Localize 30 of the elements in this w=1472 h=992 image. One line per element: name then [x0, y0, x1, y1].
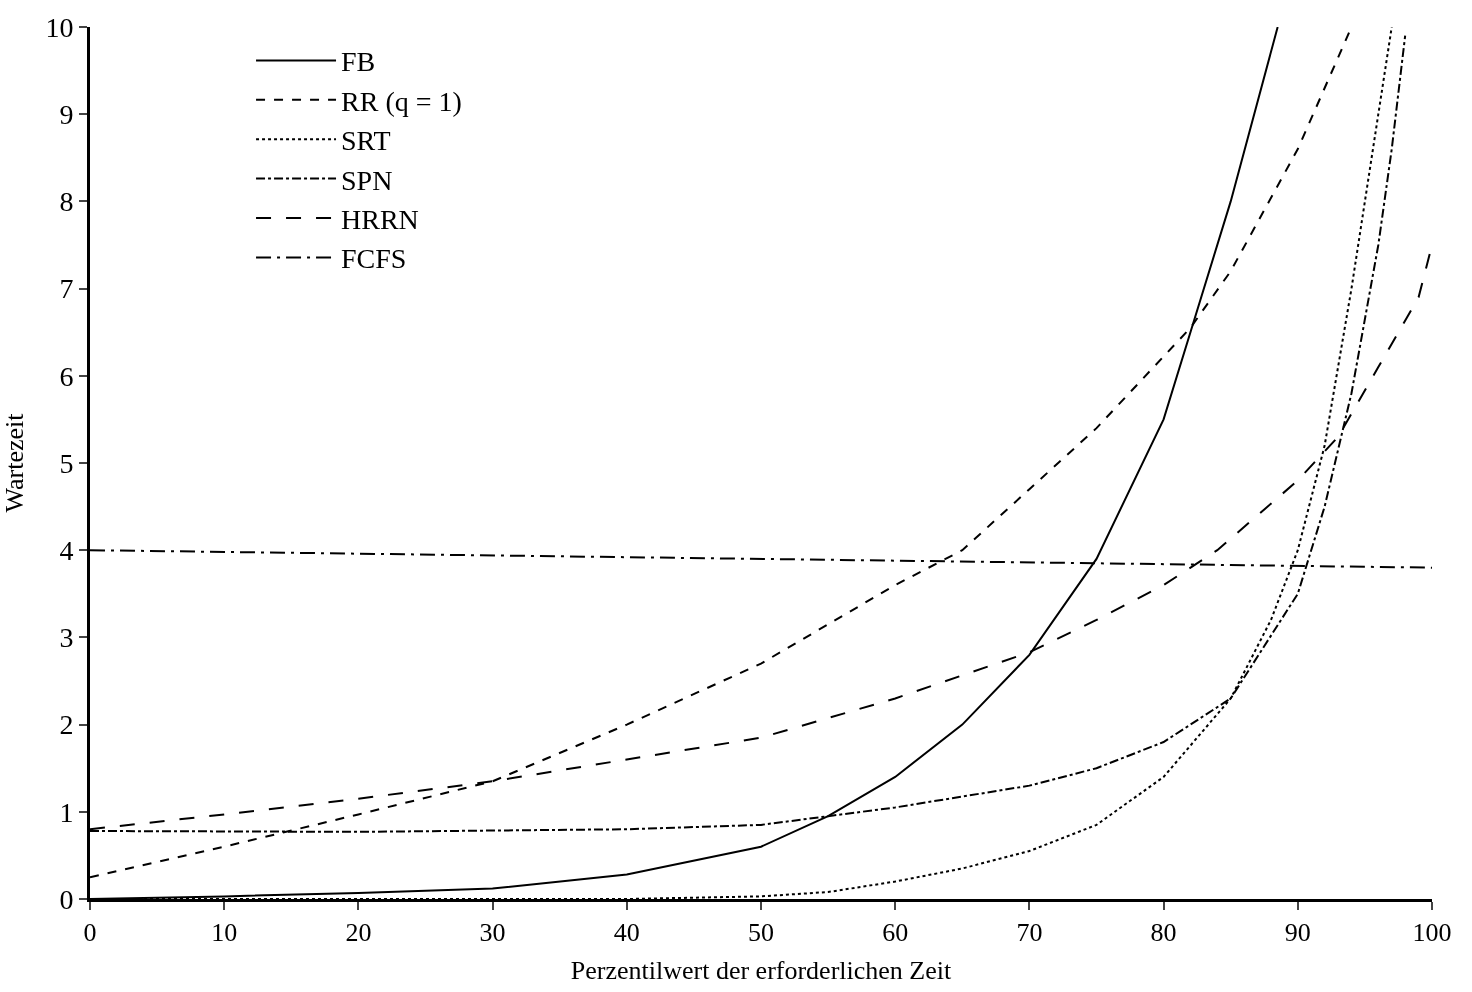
x-tick-label: 80 [1150, 918, 1177, 948]
y-tick-label: 2 [59, 709, 74, 741]
y-tick-label: 5 [59, 447, 74, 479]
y-tick-label: 4 [59, 535, 74, 566]
y-tick-label: 9 [59, 99, 74, 130]
x-tick-label: 40 [613, 918, 640, 948]
x-tick-label: 70 [1016, 918, 1043, 948]
legend-label: RR (q = 1) [341, 85, 462, 117]
legend-label: SPN [341, 164, 393, 196]
x-tick-label: 20 [345, 918, 372, 948]
y-tick-label: 3 [59, 622, 74, 654]
x-tick-label: 10 [211, 918, 238, 948]
legend-label: FCFS [341, 243, 407, 275]
y-tick-label: 6 [59, 360, 74, 392]
legend-label: HRRN [341, 203, 419, 235]
y-tick-label: 7 [59, 273, 74, 305]
x-tick-label: 50 [748, 918, 774, 948]
x-axis-title: Perzentilwert der erforderlichen Zeit [570, 955, 952, 985]
legend-label: FB [341, 46, 376, 78]
y-tick-label: 10 [45, 11, 74, 43]
y-tick-label: 1 [59, 796, 74, 828]
y-axis-title: Wartezeit [0, 412, 29, 513]
x-tick-label: 0 [83, 918, 97, 948]
x-tick-label: 30 [479, 918, 506, 948]
x-tick-label: 90 [1284, 918, 1311, 948]
legend-label: SRT [341, 125, 391, 157]
x-tick-label: 100 [1412, 918, 1452, 948]
y-tick-label: 8 [59, 186, 74, 218]
y-tick-label: 0 [59, 883, 74, 915]
x-tick-label: 60 [882, 918, 909, 948]
